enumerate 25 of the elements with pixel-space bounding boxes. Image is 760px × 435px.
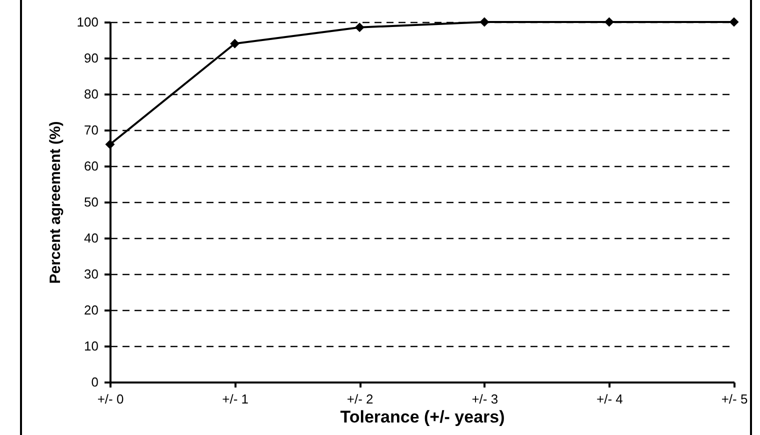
y-tick-label: 10 xyxy=(84,338,98,354)
x-tick-label: +/- 0 xyxy=(97,392,124,406)
y-tick-label: 60 xyxy=(84,158,98,174)
point xyxy=(480,17,490,27)
x-tick-label: +/- 2 xyxy=(346,392,374,406)
y-tick-label: 100 xyxy=(76,14,98,30)
y-tick-label: 50 xyxy=(84,194,98,210)
point xyxy=(105,140,115,150)
x-tick-label: +/- 5 xyxy=(721,392,748,406)
y-tick-label: 70 xyxy=(84,122,98,138)
x-tick-label: +/- 4 xyxy=(596,392,623,406)
point xyxy=(354,22,364,32)
x-axis-title: Tolerance (+/- years) xyxy=(340,408,505,426)
y-tick-label: 0 xyxy=(91,374,98,390)
y-tick-label: 90 xyxy=(84,50,98,66)
point xyxy=(230,38,240,48)
point xyxy=(729,17,739,27)
y-tick-label: 20 xyxy=(84,302,98,318)
y-tick-label: 40 xyxy=(84,230,98,246)
y-tick-label: 80 xyxy=(84,86,98,102)
x-tick-label: +/- 1 xyxy=(222,392,248,406)
x-tick-label: +/- 3 xyxy=(472,392,498,406)
y-tick-label: 30 xyxy=(84,266,98,282)
point xyxy=(604,17,614,27)
y-axis-title: Percent agreement (%) xyxy=(46,121,64,284)
